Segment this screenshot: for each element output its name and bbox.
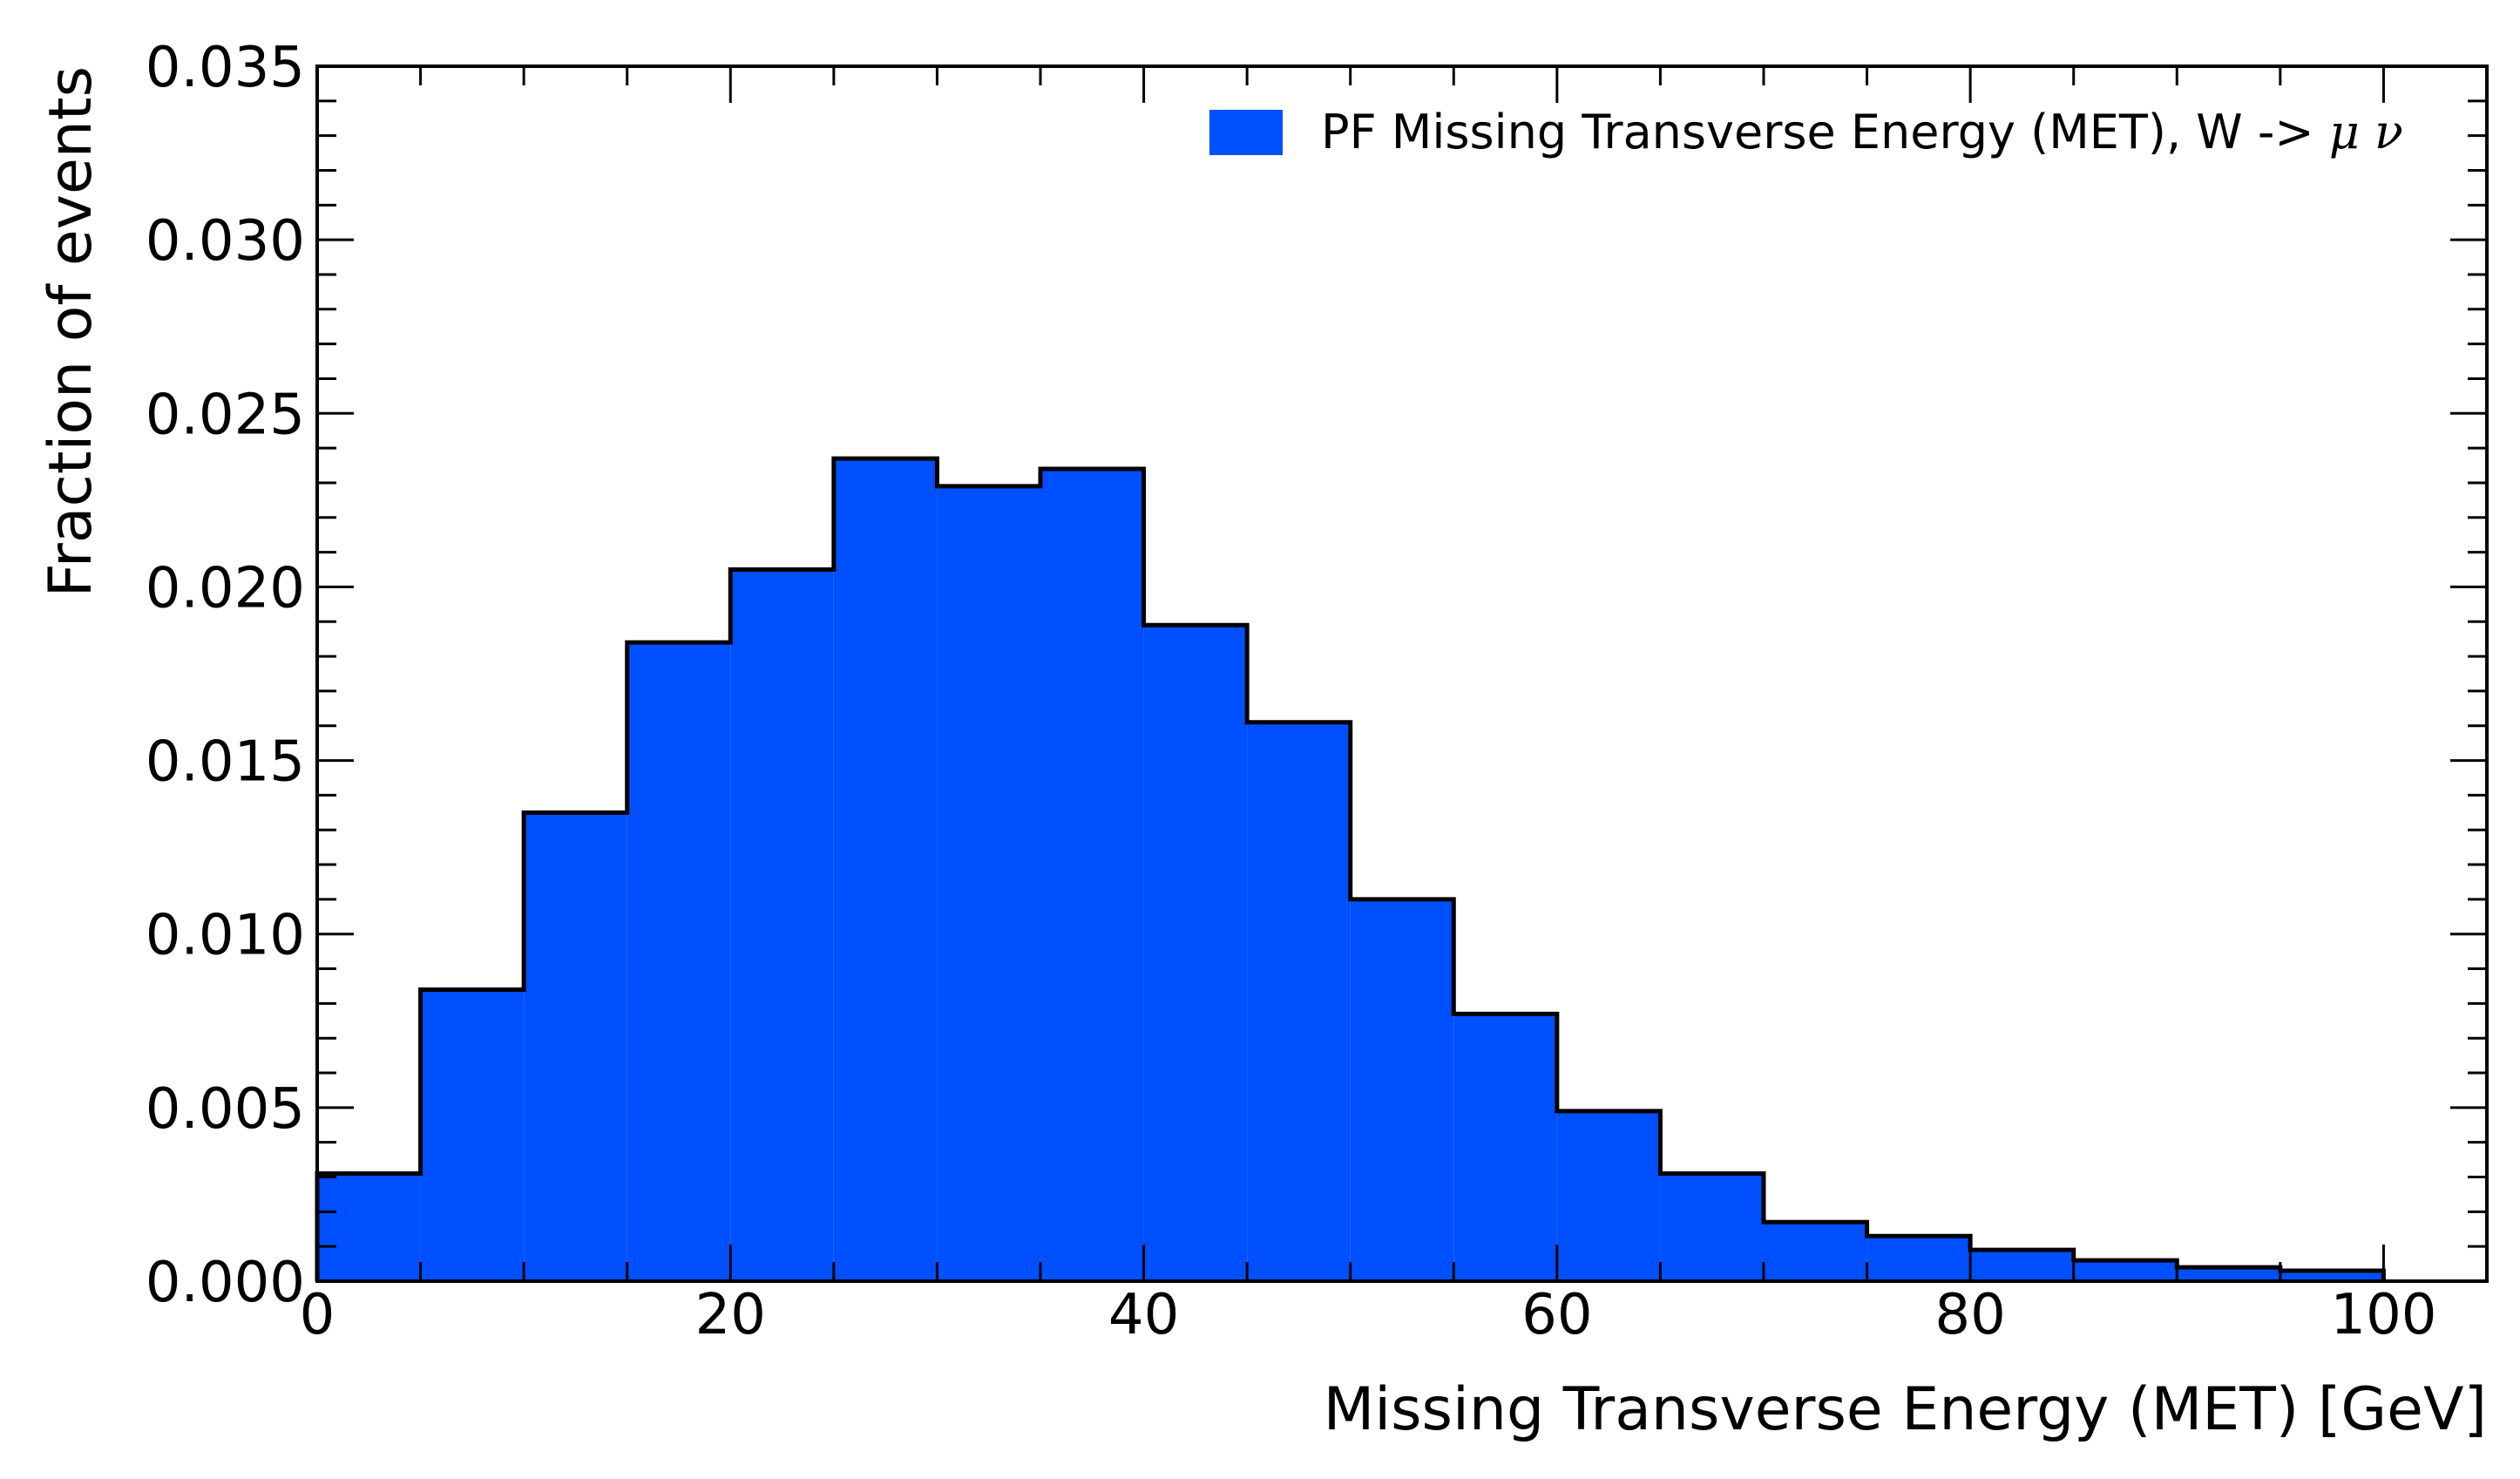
histogram-bar (1350, 899, 1454, 1281)
histogram-bar (420, 989, 525, 1281)
histogram-bar (730, 569, 834, 1281)
outline-layer (315, 456, 2386, 1281)
legend-swatch (1209, 110, 1283, 155)
x-tick-label: 100 (2330, 1283, 2436, 1347)
y-axis-title: Fraction of events (37, 66, 105, 597)
bars-layer (317, 458, 2384, 1281)
histogram-bar (1660, 1173, 1764, 1281)
y-tick-label: 0.025 (146, 383, 305, 447)
legend-label-symbols: μ ν (2329, 105, 2403, 159)
x-tick-label: 40 (1108, 1283, 1179, 1347)
y-tick-label: 0.010 (146, 904, 305, 968)
x-tick-labels: 0 20 40 60 80 100 (300, 1283, 2437, 1347)
histogram-bar (1143, 625, 1248, 1281)
histogram-bar (1970, 1250, 2074, 1281)
legend: PF Missing Transverse Energy (MET), W ->… (1209, 105, 2403, 159)
x-tick-label: 0 (300, 1283, 335, 1347)
y-tick-label: 0.015 (146, 730, 305, 795)
x-tick-label: 60 (1521, 1283, 1592, 1347)
histogram-bar (1453, 1014, 1557, 1281)
histogram-bar (317, 1173, 421, 1281)
legend-label-text: PF Missing Transverse Energy (MET), W -> (1321, 105, 2314, 159)
legend-label: PF Missing Transverse Energy (MET), W ->… (1321, 105, 2403, 159)
histogram-bar (524, 812, 627, 1281)
histogram-outline (315, 456, 2386, 1281)
x-axis-title: Missing Transverse Energy (MET) [GeV] (1324, 1375, 2487, 1444)
histogram-bar (1040, 469, 1144, 1281)
histogram-bar (1247, 722, 1351, 1281)
histogram-bar (833, 458, 938, 1281)
y-tick-label: 0.005 (146, 1077, 305, 1142)
histogram-bar (2177, 1267, 2280, 1281)
histogram-bar (2280, 1271, 2384, 1281)
y-tick-label: 0.030 (146, 209, 305, 274)
y-tick-label: 0.035 (146, 36, 305, 100)
histogram-bar (627, 642, 731, 1281)
y-tick-label: 0.000 (146, 1251, 305, 1315)
histogram-bar (1556, 1110, 1661, 1281)
x-tick-label: 80 (1934, 1283, 2005, 1347)
x-tick-label: 20 (695, 1283, 766, 1347)
histogram-bar (2073, 1260, 2178, 1281)
histogram-bar (1866, 1236, 1971, 1281)
plot-frame (315, 64, 2489, 1283)
histogram-bar (1764, 1222, 1867, 1281)
y-tick-label: 0.020 (146, 556, 305, 621)
histogram-bar (937, 485, 1040, 1281)
y-tick-labels: 0.000 0.005 0.010 0.015 0.020 0.025 0.030 0.035 (146, 36, 305, 1315)
